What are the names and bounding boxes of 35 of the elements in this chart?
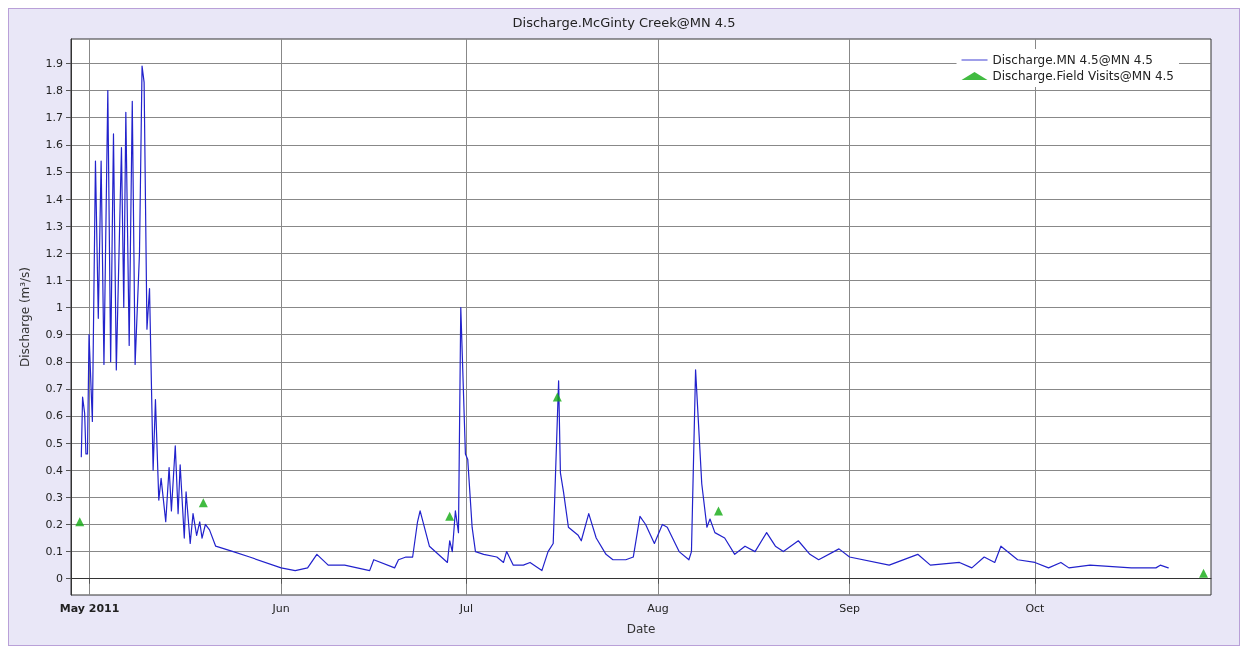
y-tick-label: 0.3 (45, 490, 63, 504)
legend-label: Discharge.Field Visits@MN 4.5 (992, 69, 1174, 83)
y-tick-label: 1.3 (45, 219, 63, 233)
point (1199, 568, 1209, 578)
x-tick-label: Sep (839, 602, 860, 615)
y-tick-label: 1.9 (45, 56, 63, 70)
y-tick-label: 0 (56, 572, 63, 586)
y-tick-label: 1.6 (45, 138, 63, 152)
y-tick-label: 1.8 (45, 84, 63, 98)
y-tick-label: 1.7 (45, 111, 63, 125)
point (713, 506, 723, 516)
y-tick-label: 0.2 (45, 517, 63, 531)
y-tick-label: 0.9 (45, 328, 63, 342)
y-tick-label: 1.5 (45, 165, 63, 179)
y-tick-label: 0.7 (45, 382, 63, 396)
y-tick-label: 0.5 (45, 436, 63, 450)
y-tick-label: 1 (56, 301, 63, 315)
y-tick-label: 0.4 (45, 463, 63, 477)
y-tick-label: 1.4 (45, 192, 63, 206)
y-tick-label: 0.1 (45, 545, 63, 559)
x-tick-label: Jul (458, 602, 474, 615)
y-tick-label: 1.1 (45, 273, 63, 287)
y-tick-label: 0.8 (45, 355, 63, 369)
point (552, 392, 562, 402)
x-tick-label: May 2011 (59, 602, 120, 615)
chart-title: Discharge.McGinty Creek@MN 4.5 (512, 15, 736, 30)
point (445, 511, 455, 521)
x-tick-label: Jun (271, 602, 290, 615)
x-tick-label: Aug (647, 602, 669, 615)
x-tick-label: Oct (1025, 602, 1046, 615)
y-tick-label: 1.2 (45, 246, 63, 260)
y-tick-label: 0.6 (45, 409, 63, 423)
x-axis-title: Date (626, 622, 656, 636)
legend-label: Discharge.MN 4.5@MN 4.5 (992, 53, 1153, 67)
y-axis-title: Discharge (m³/s) (18, 266, 32, 368)
